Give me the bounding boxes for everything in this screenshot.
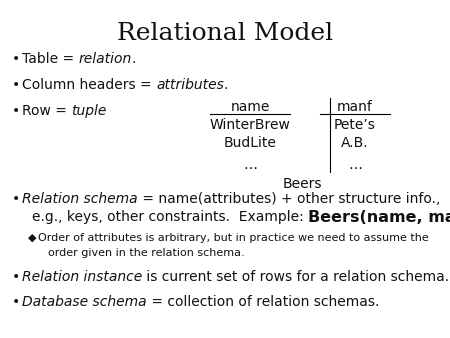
Text: WinterBrew: WinterBrew xyxy=(210,118,290,132)
Text: e.g., keys, other constraints.  Example:: e.g., keys, other constraints. Example: xyxy=(32,210,308,224)
Text: relation: relation xyxy=(78,52,132,66)
Text: Relation instance: Relation instance xyxy=(22,270,142,284)
Text: Table =: Table = xyxy=(22,52,78,66)
Text: Relational Model: Relational Model xyxy=(117,22,333,45)
Text: tuple: tuple xyxy=(71,104,107,118)
Text: ◆: ◆ xyxy=(28,233,36,243)
Text: Database schema: Database schema xyxy=(22,295,147,309)
Text: = name(attributes) + other structure info.,: = name(attributes) + other structure inf… xyxy=(138,192,440,206)
Text: is current set of rows for a relation schema.: is current set of rows for a relation sc… xyxy=(142,270,450,284)
Text: •: • xyxy=(12,192,20,206)
Text: Column headers =: Column headers = xyxy=(22,78,156,92)
Text: •: • xyxy=(12,78,20,92)
Text: •: • xyxy=(12,295,20,309)
Text: order given in the relation schema.: order given in the relation schema. xyxy=(48,248,245,258)
Text: Beers: Beers xyxy=(283,177,322,191)
Text: •: • xyxy=(12,104,20,118)
Text: Beers(name, manf): Beers(name, manf) xyxy=(308,210,450,225)
Text: A.B.: A.B. xyxy=(341,136,369,150)
Text: .: . xyxy=(224,78,228,92)
Text: manf: manf xyxy=(337,100,373,114)
Text: BudLite: BudLite xyxy=(224,136,276,150)
Text: •: • xyxy=(12,270,20,284)
Text: Order of attributes is arbitrary, but in practice we need to assume the: Order of attributes is arbitrary, but in… xyxy=(38,233,429,243)
Text: •: • xyxy=(12,52,20,66)
Text: .: . xyxy=(132,52,136,66)
Text: attributes: attributes xyxy=(156,78,224,92)
Text: Relation schema: Relation schema xyxy=(22,192,138,206)
Text: …: … xyxy=(243,158,257,172)
Text: = collection of relation schemas.: = collection of relation schemas. xyxy=(147,295,379,309)
Text: Row =: Row = xyxy=(22,104,71,118)
Text: …: … xyxy=(348,158,362,172)
Text: name: name xyxy=(230,100,270,114)
Text: Pete’s: Pete’s xyxy=(334,118,376,132)
